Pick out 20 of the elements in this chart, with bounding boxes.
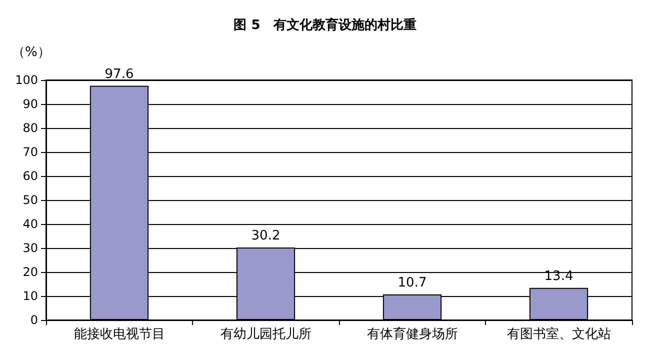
data-label: 97.6 (104, 66, 134, 82)
x-tick-label: 能接收电视节目 (74, 327, 165, 342)
x-tick-label: 有图书室、文化站 (506, 326, 611, 342)
y-tick-label: 20 (22, 265, 38, 279)
y-tick-label: 90 (22, 97, 38, 111)
y-tick-label: 40 (22, 217, 38, 231)
y-tick-label: 30 (22, 241, 38, 255)
x-tick-label: 有体育健身场所 (366, 326, 458, 342)
x-tick-label: 有幼儿园托儿所 (220, 327, 312, 342)
y-tick-label: 60 (22, 169, 38, 183)
data-label: 30.2 (251, 228, 280, 244)
y-tick-label: 0 (30, 313, 38, 327)
y-tick-label: 70 (22, 145, 38, 159)
y-tick-label: 50 (22, 193, 38, 207)
y-tick-label: 80 (22, 121, 38, 135)
y-tick-label: 100 (15, 73, 38, 87)
data-label: 10.7 (398, 275, 427, 290)
y-axis-title: （%） (12, 45, 50, 60)
y-tick-label: 10 (22, 289, 38, 303)
chart-title: 图 5 有文化教育设施的村比重 (234, 17, 416, 33)
